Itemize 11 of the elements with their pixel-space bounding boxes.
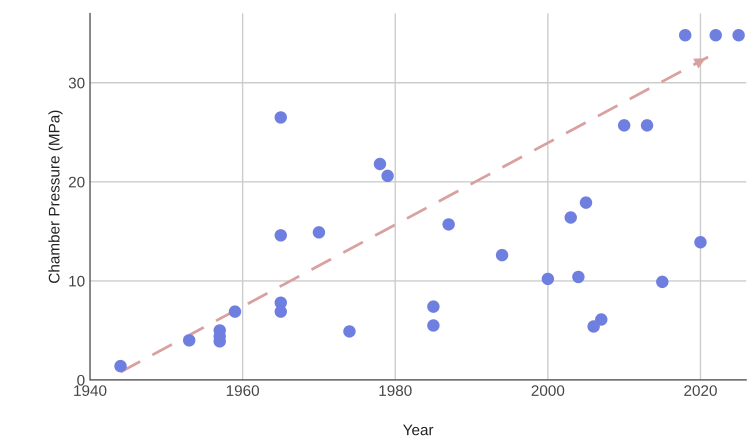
y-tick-label: 20 bbox=[68, 176, 85, 188]
y-axis-title: Chamber Pressure (MPa) bbox=[48, 110, 63, 283]
y-tick-label: 30 bbox=[68, 78, 85, 88]
x-tick-label: 2000 bbox=[532, 385, 564, 396]
y-tick-label: 0 bbox=[77, 374, 85, 386]
x-axis-title: Year bbox=[403, 424, 434, 436]
x-tick-label: 1980 bbox=[379, 385, 412, 396]
x-tick-label: 2020 bbox=[684, 385, 717, 396]
x-tick-label: 1940 bbox=[74, 385, 106, 396]
y-tick-label: 10 bbox=[69, 276, 85, 287]
x-tick-label: 1960 bbox=[226, 385, 260, 396]
